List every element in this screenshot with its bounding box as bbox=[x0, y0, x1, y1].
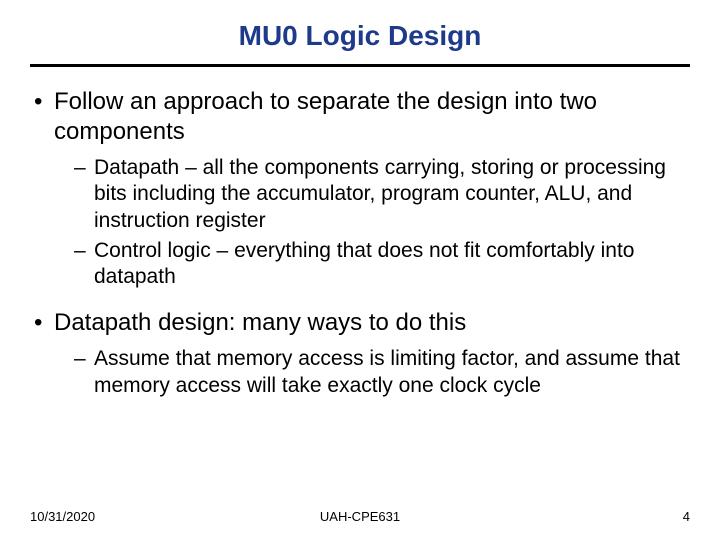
spacer-1 bbox=[30, 294, 690, 308]
title-underline bbox=[30, 64, 690, 67]
footer-course: UAH-CPE631 bbox=[320, 509, 400, 524]
bullet-2: Datapath design: many ways to do this bbox=[30, 308, 690, 338]
footer-date: 10/31/2020 bbox=[30, 509, 95, 524]
slide-title: MU0 Logic Design bbox=[30, 20, 690, 52]
bullet-1a: Datapath – all the components carrying, … bbox=[30, 155, 690, 234]
bullet-1b: Control logic – everything that does not… bbox=[30, 238, 690, 291]
slide-container: MU0 Logic Design Follow an approach to s… bbox=[0, 0, 720, 540]
footer-page: 4 bbox=[683, 509, 690, 524]
bullet-2a: Assume that memory access is limiting fa… bbox=[30, 346, 690, 399]
bullet-1: Follow an approach to separate the desig… bbox=[30, 87, 690, 147]
footer: 10/31/2020 UAH-CPE631 4 bbox=[30, 509, 690, 524]
